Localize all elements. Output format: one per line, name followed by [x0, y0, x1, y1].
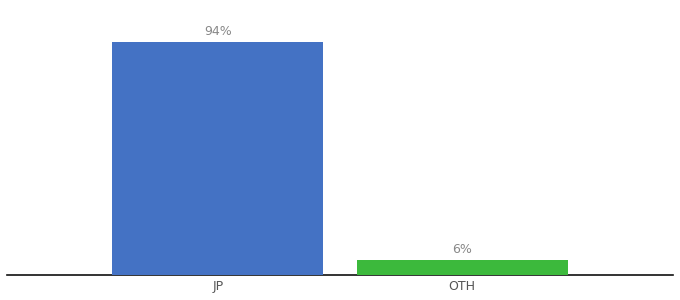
Text: 6%: 6%: [452, 243, 472, 256]
Bar: [356, 260, 568, 274]
Bar: [112, 42, 324, 274]
Text: 94%: 94%: [204, 25, 232, 38]
